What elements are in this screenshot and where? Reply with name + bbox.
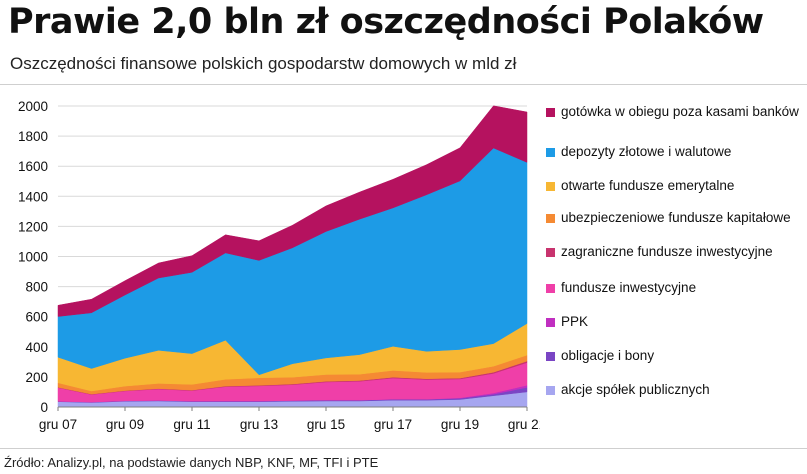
x-tick-label: gru 09 [106,417,144,432]
legend-label: depozyty złotowe i walutowe [561,144,732,159]
legend-item: otwarte fundusze emerytalne [546,178,801,194]
legend-item: depozyty złotowe i walutowe [546,144,801,160]
y-tick-label: 200 [25,370,48,385]
x-tick-label: gru 17 [374,417,412,432]
y-tick-label: 2000 [18,99,48,114]
y-tick-label: 1800 [18,129,48,144]
legend-item: zagraniczne fundusze inwestycyjne [546,244,801,260]
area-series-8 [57,105,528,317]
legend-swatch [546,248,555,257]
legend-swatch [546,318,555,327]
legend-item: akcje spółek publicznych [546,382,801,398]
y-tick-label: 400 [25,340,48,355]
legend-swatch [546,148,555,157]
source-note: Źródło: Analizy.pl, na podstawie danych … [4,455,379,470]
legend-label: PPK [561,314,589,329]
legend-item: obligacje i bony [546,348,801,364]
legend-swatch [546,386,555,395]
legend-item: PPK [546,314,801,330]
legend-item: gotówka w obiegu poza kasami banków [546,104,801,120]
y-tick-label: 0 [40,400,48,415]
x-tick-label: gru 21 [508,417,540,432]
legend-item: ubezpieczeniowe fundusze kapitałowe [546,210,801,226]
chart-subtitle: Oszczędności finansowe polskich gospodar… [10,54,517,73]
y-tick-label: 1000 [18,250,48,265]
axes: 0 200 400 600 800 1000 1200 1400 1600 1800 2000 gru… [18,99,540,432]
legend-swatch [546,108,555,117]
legend-label: otwarte fundusze emerytalne [561,178,735,193]
y-tick-label: 800 [25,280,48,295]
stacked-area-chart: 0 200 400 600 800 1000 1200 1400 1600 1800 2000 gru… [18,99,540,432]
legend-swatch [546,352,555,361]
legend-label: fundusze inwestycyjne [561,280,697,295]
x-tick-label: gru 11 [173,417,210,432]
y-tick-label: 600 [25,310,48,325]
legend-label: obligacje i bony [561,348,655,363]
legend-label: akcje spółek publicznych [561,382,710,397]
x-tick-label: gru 07 [39,417,77,432]
x-tick-label: gru 19 [441,417,479,432]
legend-swatch [546,182,555,191]
y-tick-label: 1200 [18,219,48,234]
top-divider [0,84,807,85]
legend-swatch [546,284,555,293]
legend-swatch [546,214,555,223]
bottom-divider [0,448,807,449]
legend-item: fundusze inwestycyjne [546,280,801,296]
legend-label: zagraniczne fundusze inwestycyjne [561,244,773,259]
y-tick-label: 1400 [18,189,48,204]
legend-label: gotówka w obiegu poza kasami banków [561,104,799,119]
x-tick-label: gru 13 [240,417,278,432]
y-tick-label: 1600 [18,159,48,174]
legend-label: ubezpieczeniowe fundusze kapitałowe [561,210,791,225]
chart-title: Prawie 2,0 bln zł oszczędności Polaków [8,2,764,42]
x-tick-label: gru 15 [307,417,345,432]
